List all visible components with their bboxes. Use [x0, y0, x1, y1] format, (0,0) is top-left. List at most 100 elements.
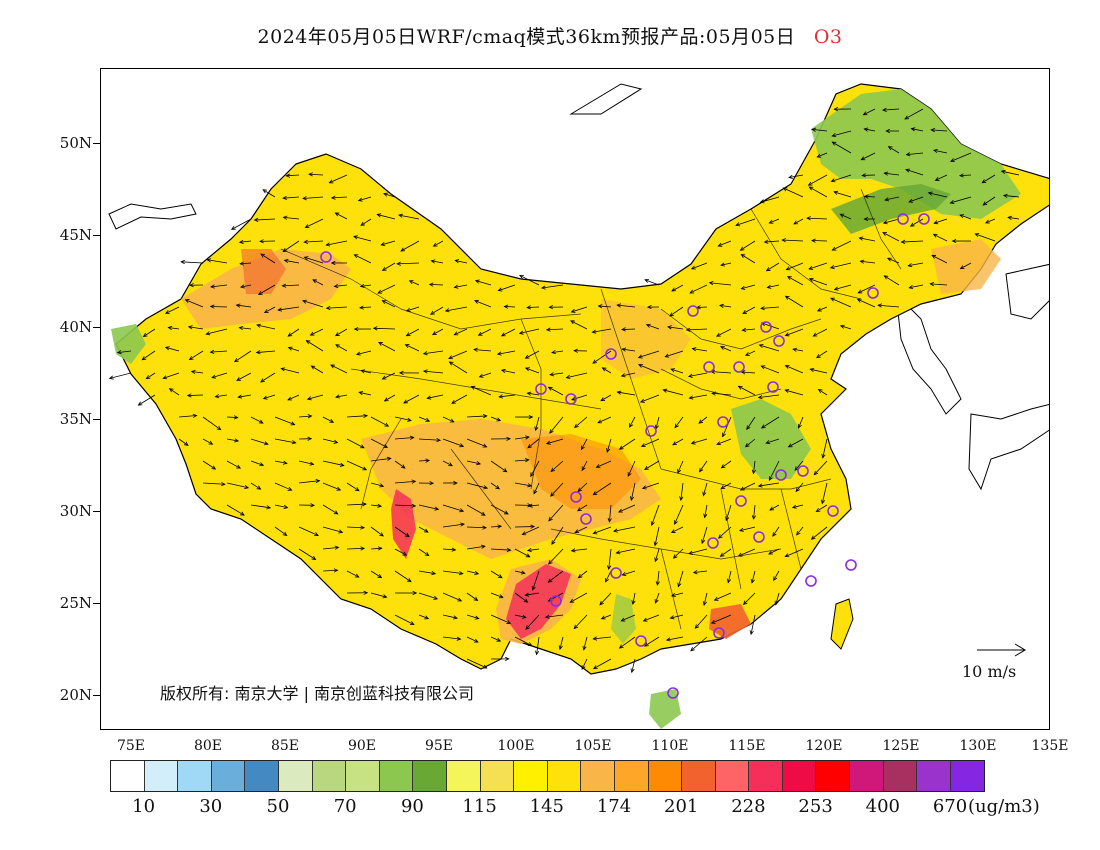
circle-station-icon[interactable]	[645, 425, 657, 437]
wind-vector-arrow-icon	[202, 482, 225, 485]
circle-station-icon[interactable]	[635, 635, 647, 647]
wind-vector-arrowhead-icon	[432, 242, 438, 247]
wind-vector-arrowhead-icon	[411, 503, 417, 508]
wind-vector-arrow-icon	[674, 416, 684, 428]
wind-vector-arrow-icon	[400, 240, 420, 252]
circle-station-icon[interactable]	[775, 469, 787, 481]
wind-vector-arrow-icon	[573, 614, 588, 629]
wind-vector-arrowhead-icon	[662, 388, 668, 393]
circle-station-icon[interactable]	[320, 251, 332, 263]
wind-vector-arrowhead-icon	[669, 615, 675, 620]
wind-vector-arrowhead-icon	[307, 414, 313, 419]
circle-station-icon[interactable]	[767, 381, 779, 393]
colorbar-label: 70	[333, 796, 357, 817]
circle-station-icon[interactable]	[827, 505, 839, 517]
circle-station-icon[interactable]	[773, 335, 785, 347]
circle-station-icon[interactable]	[735, 495, 747, 507]
map-panel[interactable]	[100, 68, 1050, 730]
wind-vector-arrow-icon	[608, 548, 612, 570]
wind-vector-arrow-icon	[632, 592, 636, 605]
wind-vector-arrowhead-icon	[699, 467, 704, 473]
map-title: 2024年05月05日WRF/cmaq模式36km预报产品:05月05日 O3	[0, 22, 1100, 49]
wind-vector-arrow-icon	[466, 658, 487, 669]
circle-station-icon[interactable]	[570, 491, 582, 503]
circle-station-icon[interactable]	[805, 575, 817, 587]
wind-vector-arrow-icon	[302, 196, 324, 199]
circle-station-icon[interactable]	[535, 383, 547, 395]
wind-vector-arrow-icon	[551, 350, 564, 353]
wind-vector-arrowhead-icon	[329, 418, 335, 423]
wind-vector-arrow-icon	[600, 394, 612, 402]
wind-vector-arrowhead-icon	[233, 415, 239, 420]
wind-vector-arrow-icon	[455, 260, 468, 264]
wind-vector-arrowhead-icon	[230, 225, 236, 230]
lat-label-50n: 50N	[59, 134, 92, 152]
wind-vector-arrow-icon	[418, 570, 436, 575]
wind-vector-arrowhead-icon	[639, 398, 645, 403]
wind-vector-arrow-icon	[792, 504, 804, 508]
wind-vector-arrow-icon	[548, 386, 564, 396]
circle-station-icon[interactable]	[707, 537, 719, 549]
wind-vector-arrowhead-icon	[642, 617, 648, 622]
circle-station-icon[interactable]	[713, 627, 725, 639]
wind-vector-arrowhead-icon	[338, 529, 344, 534]
circle-station-icon[interactable]	[897, 213, 909, 225]
wind-vector-arrow-icon	[813, 460, 828, 475]
circle-station-icon[interactable]	[610, 567, 622, 579]
circle-station-icon[interactable]	[797, 465, 809, 477]
wind-vector-arrow-icon	[418, 548, 430, 556]
wind-vector-arrowhead-icon	[498, 594, 504, 599]
lon-label-115e: 115E	[728, 738, 766, 754]
wind-vector-arrowhead-icon	[882, 220, 888, 225]
wind-vector-arrowhead-icon	[362, 502, 367, 507]
wind-vector-arrow-icon	[699, 460, 708, 472]
wind-vector-arrow-icon	[448, 350, 468, 359]
wind-vector-arrow-icon	[263, 394, 276, 400]
circle-station-icon[interactable]	[733, 361, 745, 373]
wind-vector-arrow-icon	[643, 614, 660, 622]
circle-station-icon[interactable]	[760, 321, 772, 333]
circle-station-icon[interactable]	[605, 348, 617, 360]
wind-vector-arrowhead-icon	[792, 347, 798, 352]
wind-vector-arrowhead-icon	[188, 355, 194, 361]
circle-station-icon[interactable]	[717, 416, 729, 428]
wind-vector-arrowhead-icon	[717, 242, 723, 247]
wind-vector-arrowhead-icon	[907, 263, 913, 268]
wind-vector-arrowhead-icon	[211, 465, 217, 470]
wind-vector-arrowhead-icon	[496, 417, 502, 422]
wind-vector-arrowhead-icon	[382, 594, 388, 599]
wind-vector-arrowhead-icon	[740, 254, 746, 259]
wind-vector-arrow-icon	[191, 371, 204, 374]
wind-vector-arrow-icon	[742, 328, 756, 331]
circle-station-icon[interactable]	[687, 305, 699, 317]
wind-vector-arrowhead-icon	[808, 186, 814, 191]
circle-station-icon[interactable]	[845, 559, 857, 571]
wind-vector-arrow-icon	[758, 482, 780, 487]
circle-station-icon[interactable]	[867, 287, 879, 299]
circle-station-icon[interactable]	[550, 595, 562, 607]
wind-vector-arrow-icon	[905, 169, 924, 176]
wind-vector-arrow-icon	[761, 365, 780, 374]
wind-vector-arrowhead-icon	[353, 326, 359, 332]
wind-vector-arrowhead-icon	[260, 378, 265, 383]
wind-vector-arrow-icon	[382, 262, 396, 271]
wind-vector-arrow-icon	[370, 570, 382, 578]
wind-vector-arrowhead-icon	[739, 486, 745, 491]
circle-station-icon[interactable]	[667, 687, 679, 699]
wind-vector-arrowhead-icon	[615, 550, 621, 555]
wind-vector-arrow-icon	[331, 196, 348, 199]
wind-vector-arrow-icon	[550, 372, 564, 376]
wind-vector-arrow-icon	[142, 350, 156, 361]
wind-vector-arrow-icon	[226, 460, 241, 469]
circle-station-icon[interactable]	[753, 531, 765, 543]
colorbar-swatch	[782, 761, 817, 791]
circle-station-icon[interactable]	[918, 213, 930, 225]
circle-station-icon[interactable]	[565, 393, 577, 405]
ozone-zone-orange-northeast	[931, 239, 1001, 294]
wind-vector-arrowhead-icon	[521, 531, 527, 536]
wind-vector-arrowhead-icon	[526, 391, 532, 396]
circle-station-icon[interactable]	[703, 361, 715, 373]
circle-station-icon[interactable]	[580, 513, 592, 525]
wind-vector-arrow-icon	[514, 482, 532, 487]
colorbar-label: 10	[132, 796, 156, 817]
